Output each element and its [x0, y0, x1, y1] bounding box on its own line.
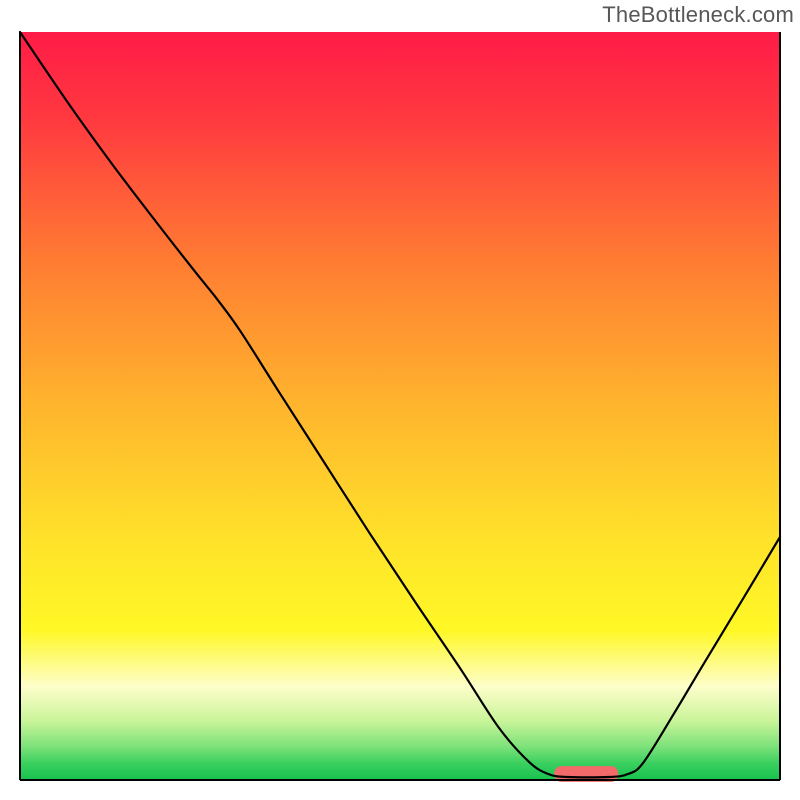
watermark-label: TheBottleneck.com [602, 2, 794, 28]
chart-background [20, 32, 780, 780]
bottleneck-chart [0, 0, 800, 800]
chart-container: TheBottleneck.com [0, 0, 800, 800]
